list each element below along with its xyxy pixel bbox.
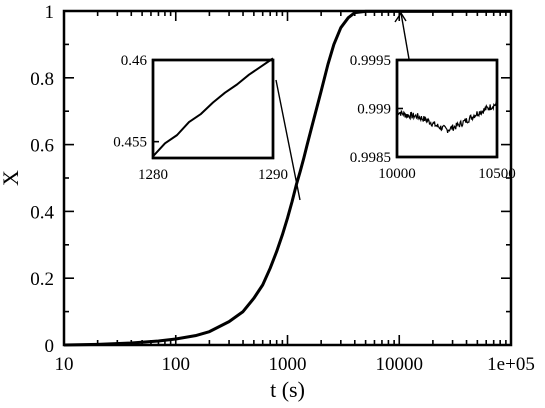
x-axis-title: t (s) xyxy=(270,377,305,402)
inset-y-tick-label: 0.999 xyxy=(357,102,391,118)
pointer-right-inset xyxy=(400,12,410,60)
inset-left-plot: 1280 1290 0.455 0.46 xyxy=(113,53,288,183)
y-tick-label: 1 xyxy=(45,2,55,23)
inset-x-tick-label: 10000 xyxy=(378,166,416,182)
pointer-arrowhead xyxy=(394,11,407,23)
y-tick-label: 0 xyxy=(45,336,55,357)
inset-y-tick-label: 0.46 xyxy=(121,53,148,69)
pointer-left-inset xyxy=(275,79,301,201)
inset-series-line xyxy=(152,57,274,158)
inset-background xyxy=(395,58,499,159)
y-axis-title: X xyxy=(0,170,23,186)
inset-x-tick-label: 10500 xyxy=(478,166,516,182)
inset-series-line xyxy=(396,101,498,133)
x-tick-label: 10 xyxy=(55,354,74,375)
inset-x-tick-label: 1290 xyxy=(258,167,288,183)
inset-pointers xyxy=(275,11,410,201)
x-tick-label: 1000 xyxy=(269,354,307,375)
y-tick-label: 0.6 xyxy=(30,136,54,157)
inset-right-plot: 10000 10500 0.9985 0.999 0.9995 xyxy=(350,53,516,182)
inset-frame xyxy=(151,58,275,160)
y-tick-label: 0.4 xyxy=(30,202,54,223)
inset-frame xyxy=(395,58,499,159)
inset-x-tick-label: 1280 xyxy=(138,167,168,183)
y-tick-label: 0.8 xyxy=(30,69,54,90)
plot-frame xyxy=(62,9,513,347)
x-tick-label: 10000 xyxy=(376,354,424,375)
x-tick-label: 100 xyxy=(162,354,191,375)
inset-y-tick-label: 0.9995 xyxy=(350,53,391,69)
y-tick-label: 0.2 xyxy=(30,269,54,290)
inset-y-tick-label: 0.9985 xyxy=(350,150,391,166)
inset-y-tick-label: 0.455 xyxy=(113,135,147,151)
inset-background xyxy=(151,58,275,160)
x-tick-label: 1e+05 xyxy=(487,354,535,375)
